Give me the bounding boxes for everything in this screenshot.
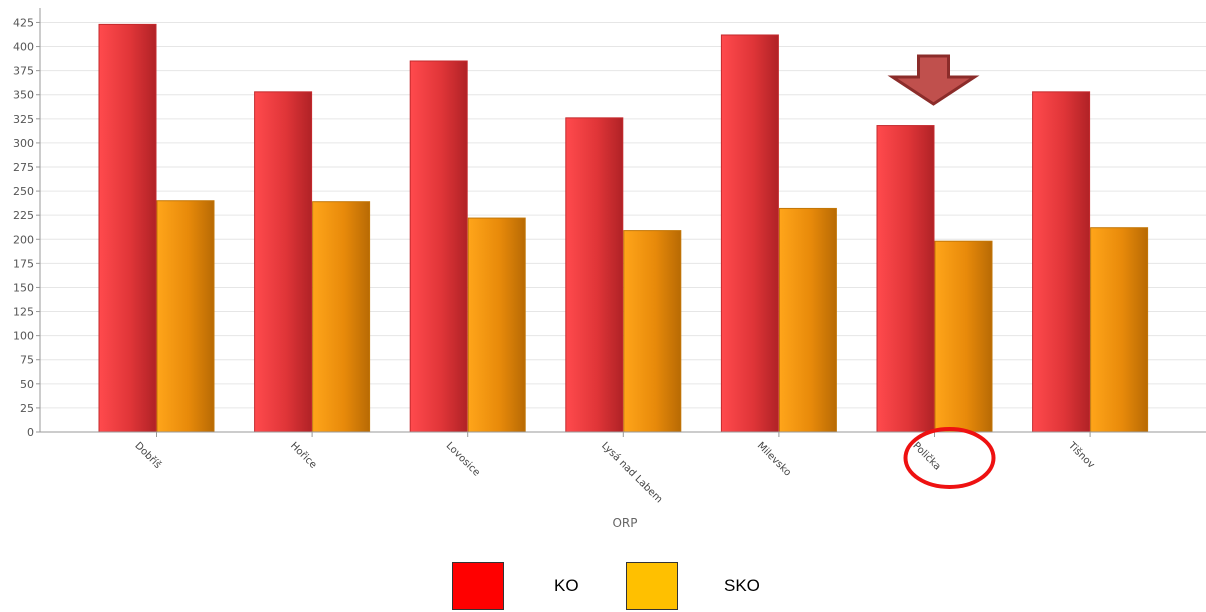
x-tick-label: Dobříš (132, 440, 163, 471)
legend-item-ko: KO (452, 562, 602, 610)
y-tick-label: 350 (13, 89, 34, 102)
bar-sko (156, 200, 215, 433)
y-tick-label: 0 (27, 426, 34, 439)
y-tick-label: 25 (20, 402, 34, 415)
legend-swatch-sko (626, 562, 678, 610)
bar-sko (312, 201, 371, 433)
y-axis-ticks: 0 25 50 75 100 125 150 175 200 225 250 275 300 325 350… (13, 16, 40, 439)
bar-chart: 0 25 50 75 100 125 150 175 200 225 250 275 300 325 350… (13, 8, 1206, 530)
annotations (887, 54, 996, 489)
y-tick-label: 200 (13, 233, 34, 246)
y-tick-label: 375 (13, 65, 34, 78)
x-axis-title: ORP (612, 516, 637, 530)
y-tick-label: 150 (13, 281, 34, 294)
x-tick-label: Tišnov (1065, 439, 1097, 471)
bar-ko (98, 23, 157, 433)
x-tick-label: Lovosice (444, 440, 482, 478)
bar-sko (934, 240, 993, 433)
bar-ko (1032, 91, 1091, 433)
bar-sko (778, 207, 837, 433)
y-tick-label: 50 (20, 378, 34, 391)
y-tick-label: 75 (20, 354, 34, 367)
y-tick-label: 175 (13, 257, 34, 270)
x-tick-label: Milevsko (755, 440, 793, 478)
bar-sko (467, 217, 526, 433)
legend-item-sko: SKO (626, 562, 766, 610)
y-tick-label: 225 (13, 209, 34, 222)
legend: KO SKO (452, 562, 760, 610)
bar-ko (254, 91, 313, 433)
y-tick-label: 400 (13, 41, 34, 54)
y-tick-label: 100 (13, 330, 34, 343)
x-axis-labels: Dobříš Hořice Lovosice Lysá nad Labem Milevs… (132, 432, 1097, 505)
bar-sko (623, 230, 682, 433)
x-tick-label: Lysá nad Labem (599, 440, 665, 506)
bar-ko (876, 125, 935, 433)
y-tick-label: 125 (13, 306, 34, 319)
highlight-circle (903, 427, 996, 489)
y-tick-label: 425 (13, 16, 34, 29)
legend-swatch-ko (452, 562, 504, 610)
legend-label-sko: SKO (724, 576, 760, 595)
x-tick-label: Hořice (288, 440, 319, 471)
y-tick-label: 250 (13, 185, 34, 198)
y-tick-label: 275 (13, 161, 34, 174)
bar-sko (1090, 227, 1149, 433)
y-tick-label: 325 (13, 113, 34, 126)
bar-ko (565, 117, 624, 433)
bar-ko (720, 34, 779, 433)
y-tick-label: 300 (13, 137, 34, 150)
bars (98, 23, 1149, 433)
bar-ko (409, 60, 468, 433)
x-tick-label: Polička (910, 440, 943, 473)
highlight-arrow-icon (887, 54, 980, 106)
legend-label-ko: KO (554, 576, 579, 595)
